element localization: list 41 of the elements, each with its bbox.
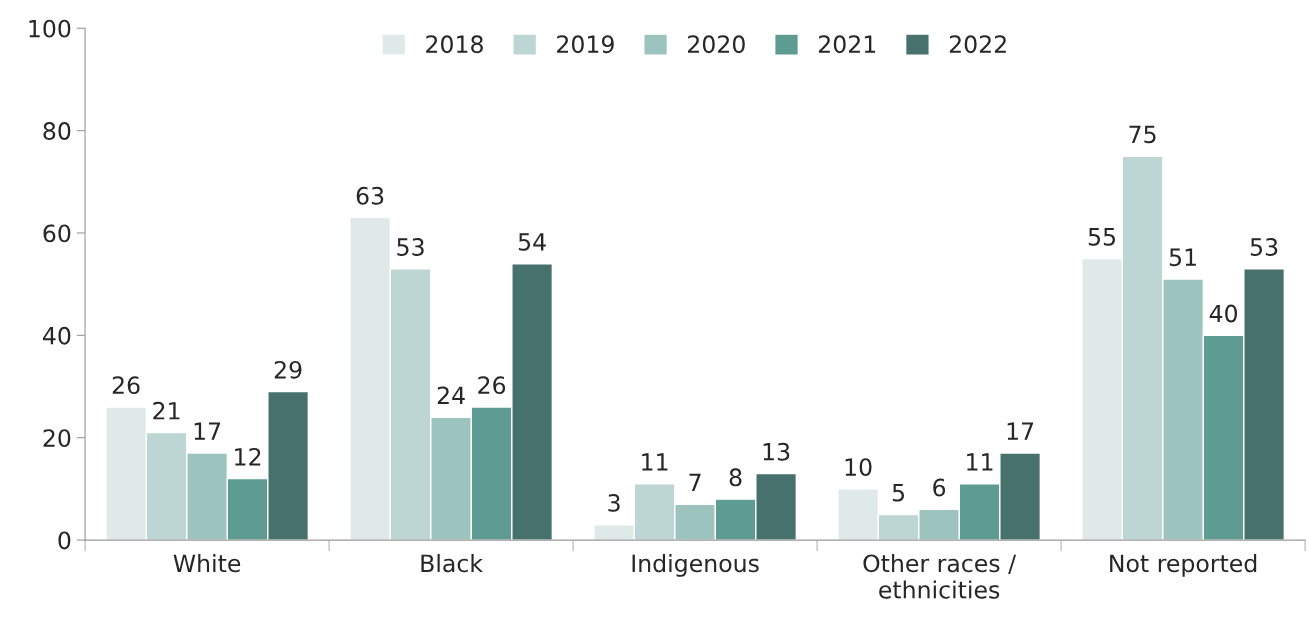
data-label: 8 — [729, 468, 742, 487]
y-tick-label: 60 — [43, 224, 71, 243]
data-label: 55 — [1088, 228, 1116, 246]
y-tick-label: 40 — [43, 326, 71, 345]
x-tick-label: Not reported — [1110, 553, 1257, 577]
legend-label: 2020 — [688, 35, 745, 54]
data-label: 75 — [1129, 125, 1156, 144]
data-label: 26 — [478, 376, 506, 395]
data-label: 29 — [274, 360, 302, 379]
data-label: 24 — [437, 386, 465, 404]
legend-label: 2019 — [557, 35, 614, 54]
data-label: 7 — [689, 473, 701, 492]
data-label: 17 — [1007, 422, 1034, 440]
data-label: 26 — [112, 376, 140, 395]
data-label: 21 — [153, 401, 180, 420]
data-label: 53 — [397, 238, 424, 256]
data-label: 3 — [608, 493, 620, 512]
data-label: 53 — [1250, 238, 1278, 256]
x-tick-label: Indigenous — [632, 553, 759, 577]
data-label: 10 — [845, 458, 872, 476]
data-label: 6 — [933, 478, 946, 497]
x-tick-label: Other races / ethnicities — [863, 553, 1017, 599]
y-tick-label: 0 — [58, 531, 71, 550]
y-tick-label: 100 — [29, 19, 71, 38]
data-label: 63 — [356, 186, 384, 205]
data-label: 51 — [1169, 248, 1196, 267]
data-label: 17 — [194, 422, 221, 440]
data-label: 54 — [518, 233, 546, 251]
data-label: 12 — [235, 447, 261, 466]
x-tick-label: White — [173, 553, 241, 573]
data-label: 40 — [1209, 304, 1238, 323]
data-label: 11 — [642, 453, 668, 471]
legend-label: 2021 — [818, 35, 876, 54]
y-tick-label: 80 — [43, 122, 71, 140]
y-tick-label: 20 — [43, 429, 71, 448]
data-label: 13 — [763, 442, 790, 461]
data-label: 11 — [967, 453, 993, 471]
data-label: 5 — [892, 484, 905, 502]
x-tick-label: Black — [421, 553, 483, 573]
legend-label: 2022 — [949, 35, 1006, 54]
legend-label: 2018 — [426, 35, 483, 54]
